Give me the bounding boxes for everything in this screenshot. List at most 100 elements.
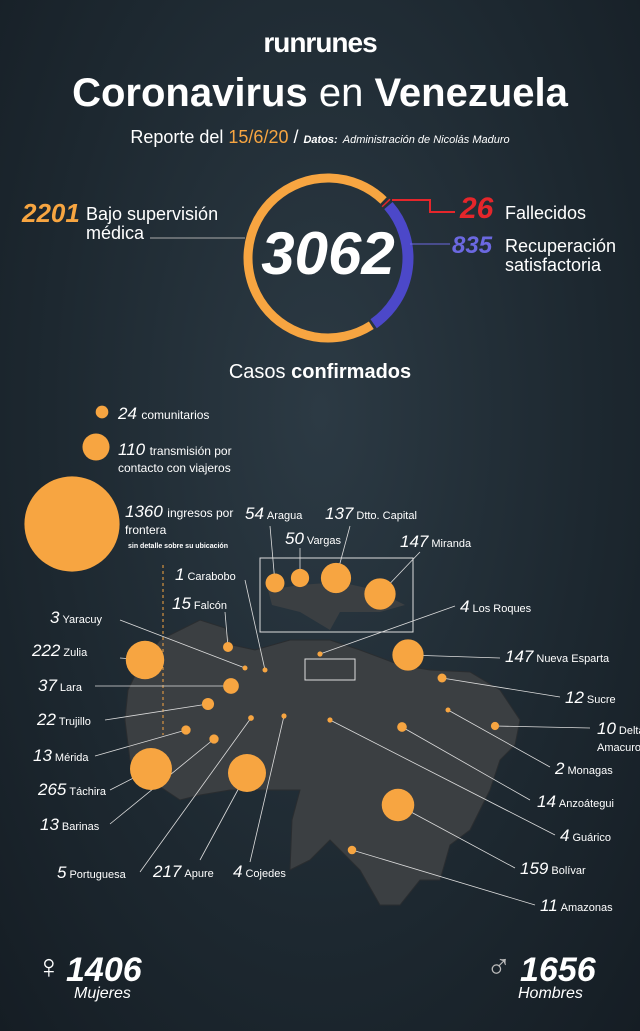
leader <box>447 709 551 768</box>
legend-bubble <box>24 476 120 572</box>
segment-value: 2201 <box>22 198 80 228</box>
state-name: Dtto. Capital <box>356 510 417 522</box>
brand: runrunes <box>0 28 640 57</box>
state-label: 54 Aragua <box>245 505 302 524</box>
legend-value: 24 <box>118 404 137 423</box>
state-bubble <box>381 788 415 822</box>
state-value: 4 <box>460 597 470 616</box>
state-label: 147 Miranda <box>400 533 471 552</box>
legend-value: 1360 <box>125 502 163 521</box>
state-name: Yaracuy <box>62 614 103 626</box>
leader <box>94 729 187 757</box>
segment-value: 26 <box>460 192 494 225</box>
segment-label: Bajo supervisión médica <box>86 204 219 243</box>
gender-value: 1656 <box>520 951 596 989</box>
state-name: Los Roques <box>472 603 532 615</box>
state-bubble <box>201 697 215 711</box>
state-value: 13 <box>40 815 59 834</box>
state-value: 22 <box>37 710 56 729</box>
leader <box>351 849 536 906</box>
state-name: Anzoátegui <box>558 798 614 810</box>
donut-segment <box>243 173 387 343</box>
state-label: 13 Barinas <box>40 816 99 835</box>
state-bubble <box>209 734 219 744</box>
state-value: 37 <box>38 676 57 695</box>
state-value: 15 <box>172 594 191 613</box>
state-bubble <box>262 667 268 673</box>
leader <box>224 611 229 648</box>
state-value: 3 <box>50 608 60 627</box>
legend-bubble <box>95 405 109 419</box>
gender-value: 1406 <box>66 951 142 989</box>
segment-value: 835 <box>452 232 493 259</box>
state-bubble <box>181 725 191 735</box>
state-bubble <box>242 665 248 671</box>
leader <box>119 619 246 669</box>
state-label: 22 Trujillo <box>37 711 91 730</box>
inset-source <box>304 658 356 681</box>
state-name: Trujillo <box>58 716 91 728</box>
legend-label: transmisión por contacto con viajeros <box>118 444 232 475</box>
state-label: 159 Bolívar <box>520 860 586 879</box>
state-value: 4 <box>560 826 570 845</box>
gender-label: Mujeres <box>74 985 131 1002</box>
state-name: Guárico <box>572 832 611 844</box>
state-label: 12 Sucre <box>565 689 616 708</box>
total: 3062 <box>261 220 395 287</box>
state-label: 265 Táchira <box>38 781 106 800</box>
state-bubble <box>223 678 239 694</box>
state-value: 137 <box>325 504 354 523</box>
state-value: 54 <box>245 504 264 523</box>
state-value: 10 <box>597 719 616 738</box>
state-label: 11 Amazonas <box>540 897 613 916</box>
state-label: 222 Zulia <box>32 642 87 661</box>
state-value: 1 <box>175 565 185 584</box>
state-name: Lara <box>59 682 82 694</box>
donut-segment <box>381 198 391 208</box>
state-name: Sucre <box>586 694 616 706</box>
state-value: 13 <box>33 746 52 765</box>
state-bubble <box>347 845 357 855</box>
state-bubble <box>490 721 500 731</box>
state-name: Cojedes <box>245 868 286 880</box>
state-bubble <box>392 639 424 671</box>
state-bubble <box>320 562 352 594</box>
state-bubble <box>130 748 172 790</box>
donut-segment <box>370 201 414 329</box>
source: Administración de Nicolás Maduro <box>342 134 510 146</box>
state-name: Mérida <box>54 752 89 764</box>
state-value: 14 <box>537 792 556 811</box>
state-bubble <box>317 651 323 657</box>
report-label: Reporte del <box>130 127 224 147</box>
state-value: 11 <box>540 896 558 915</box>
legend-label: ingresos por frontera <box>125 506 234 537</box>
state-label: 217 Apure <box>153 863 214 882</box>
state-value: 4 <box>233 862 243 881</box>
leader <box>244 579 266 671</box>
state-label: 137 Dtto. Capital <box>325 505 417 524</box>
state-label: 15 Falcón <box>172 595 227 614</box>
title: Coronavirus en Venezuela <box>0 72 640 114</box>
state-name: Zulia <box>63 647 88 659</box>
state-value: 2 <box>555 759 565 778</box>
report: Reporte del 15/6/20 / Datos: Administrac… <box>130 127 510 147</box>
leader <box>104 703 209 721</box>
state-name: Nueva Esparta <box>536 653 610 665</box>
state-label: 4 Cojedes <box>233 863 286 882</box>
state-bubble <box>364 578 396 610</box>
state-label: 4 Guárico <box>560 827 611 846</box>
state-bubble <box>265 573 285 593</box>
map <box>124 619 521 906</box>
state-label: 2 Monagas <box>555 760 613 779</box>
state-label: 4 Los Roques <box>460 598 531 617</box>
leader <box>392 199 455 213</box>
total-label-a: Casos <box>228 361 286 383</box>
state-value: 265 <box>38 780 67 799</box>
state-value: 5 <box>57 863 67 882</box>
state-label: 3 Yaracuy <box>50 609 102 628</box>
brand-text: runrunes <box>263 27 377 58</box>
state-name: Falcón <box>193 600 227 612</box>
legend-item: 1360 ingresos por frontera <box>125 503 245 539</box>
